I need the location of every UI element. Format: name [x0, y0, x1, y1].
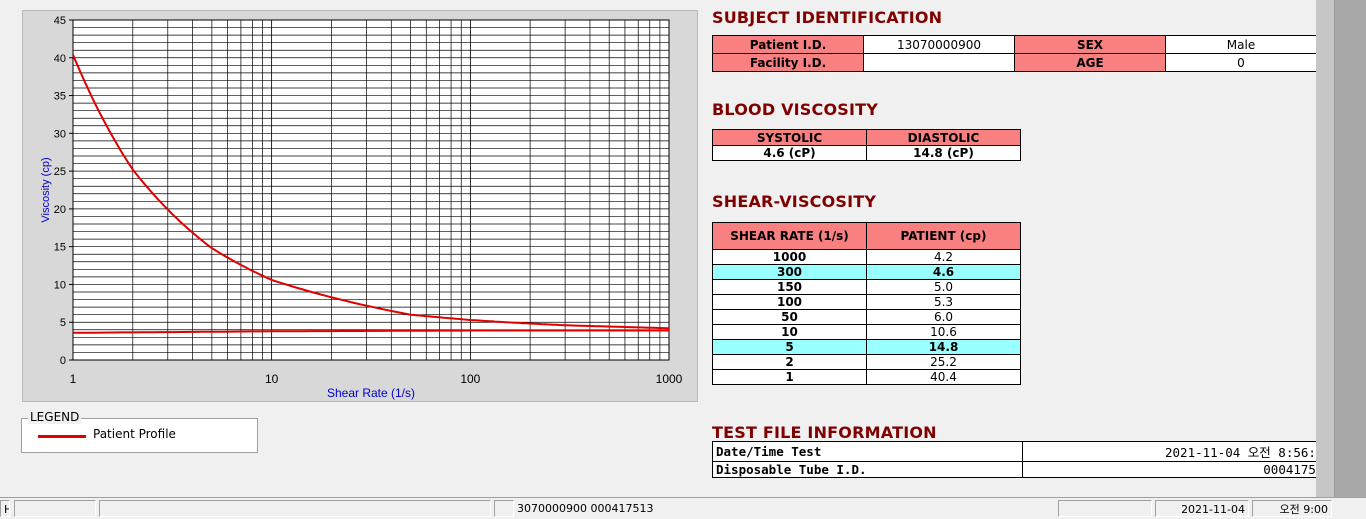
- patient-cell: 5.3: [866, 294, 1021, 310]
- series-line-0: [72, 54, 670, 330]
- status-panel-progress: [99, 500, 491, 517]
- test-file-table: Date/Time Test 2021-11-04 오전 8:56:00 Dis…: [712, 441, 1334, 478]
- table-row: 10 10.6: [712, 324, 1021, 340]
- status-panel-separator: [494, 500, 514, 517]
- patient-cell: 25.2: [866, 354, 1021, 370]
- y-tick-label: 40: [54, 53, 66, 65]
- x-tick-label: 100: [460, 372, 480, 386]
- x-axis-label: Shear Rate (1/s): [327, 386, 415, 400]
- table-row: 100 5.3: [712, 294, 1021, 310]
- patient-cell: 40.4: [866, 369, 1021, 385]
- age-label: AGE: [1014, 53, 1166, 72]
- facility-id-label: Facility I.D.: [712, 53, 864, 72]
- status-panel-1: H: [0, 500, 10, 517]
- x-tick-label: 1: [70, 372, 77, 386]
- patient-cell: 10.6: [866, 324, 1021, 340]
- test-file-information-title: TEST FILE INFORMATION: [712, 423, 937, 442]
- legend-swatch: [38, 435, 86, 438]
- plot-border: [72, 19, 670, 361]
- tube-id-label: Disposable Tube I.D.: [712, 461, 1023, 478]
- shear-viscosity-title: SHEAR-VISCOSITY: [712, 192, 877, 211]
- patient-header: PATIENT (cp): [866, 222, 1021, 250]
- y-tick-label: 5: [60, 317, 66, 329]
- y-tick-label: 25: [54, 166, 66, 178]
- shear-rate-cell: 150: [712, 279, 867, 295]
- subject-identification-title: SUBJECT IDENTIFICATION: [712, 8, 943, 27]
- series-line-1: [72, 329, 669, 334]
- shear-rate-cell: 100: [712, 294, 867, 310]
- date-time-value: 2021-11-04 오전 8:56:00: [1022, 441, 1334, 462]
- patient-cell: 14.8: [866, 339, 1021, 355]
- shear-rate-cell: 5: [712, 339, 867, 355]
- diastolic-label: DIASTOLIC: [866, 129, 1021, 146]
- shear-rate-cell: 50: [712, 309, 867, 325]
- y-tick-label: 15: [54, 242, 66, 254]
- y-tick-label: 30: [54, 128, 66, 140]
- sex-label: SEX: [1014, 35, 1166, 54]
- y-tick-label: 20: [54, 204, 66, 216]
- legend-label: Patient Profile: [93, 427, 176, 441]
- table-row: 2 25.2: [712, 354, 1021, 370]
- table-row: 300 4.6: [712, 264, 1021, 280]
- patient-cell: 4.6: [866, 264, 1021, 280]
- shear-rate-cell: 1000: [712, 249, 867, 265]
- legend-box: LEGEND Patient Profile: [21, 410, 258, 453]
- sex-value: Male: [1165, 35, 1317, 54]
- table-row: 5 14.8: [712, 339, 1021, 355]
- shear-viscosity-table: SHEAR RATE (1/s) PATIENT (cp) 1000 4.2 30…: [712, 222, 1021, 385]
- age-value: 0: [1165, 53, 1317, 72]
- facility-id-value: [863, 53, 1015, 72]
- patient-cell: 6.0: [866, 309, 1021, 325]
- status-patient-tube: 3070000900 000417513: [517, 502, 654, 515]
- systolic-value: 4.6 (cP): [712, 145, 867, 161]
- shear-rate-cell: 1: [712, 369, 867, 385]
- blood-viscosity-table: SYSTOLIC DIASTOLIC 4.6 (cP) 14.8 (cP): [712, 129, 1021, 161]
- x-tick-label: 10: [265, 372, 279, 386]
- status-time: 오전 9:00: [1252, 500, 1332, 517]
- patient-id-label: Patient I.D.: [712, 35, 864, 54]
- subject-table: Patient I.D. 13070000900 SEX Male Facili…: [712, 35, 1317, 72]
- y-tick-label: 0: [60, 355, 66, 367]
- date-time-label: Date/Time Test: [712, 441, 1023, 462]
- table-row: 150 5.0: [712, 279, 1021, 295]
- systolic-label: SYSTOLIC: [712, 129, 867, 146]
- plot-area: [73, 20, 669, 360]
- table-row: 1 40.4: [712, 369, 1021, 385]
- patient-cell: 5.0: [866, 279, 1021, 295]
- shear-rate-cell: 10: [712, 324, 867, 340]
- status-bar: H 3070000900 000417513 2021-11-04 오전 9:0…: [0, 497, 1366, 519]
- blood-viscosity-title: BLOOD VISCOSITY: [712, 100, 879, 119]
- y-tick-label: 10: [54, 279, 66, 291]
- diastolic-value: 14.8 (cP): [866, 145, 1021, 161]
- status-panel-4: [1058, 500, 1152, 517]
- shear-rate-header: SHEAR RATE (1/s): [712, 222, 867, 250]
- patient-cell: 4.2: [866, 249, 1021, 265]
- shear-rate-cell: 300: [712, 264, 867, 280]
- y-tick-label: 35: [54, 91, 66, 103]
- status-date: 2021-11-04: [1155, 500, 1249, 517]
- tube-id-value: 000417513: [1022, 461, 1334, 478]
- viscosity-chart-panel: 0 5 10 15 20 25 30 35 40 45 1 10 100 1000 Shear Rate (…: [22, 10, 698, 402]
- vertical-scrollbar[interactable]: [1316, 0, 1366, 497]
- legend-title: LEGEND: [28, 410, 82, 424]
- shear-rate-cell: 2: [712, 354, 867, 370]
- scrollbar-thumb[interactable]: [1316, 0, 1335, 497]
- viscosity-chart: 0 5 10 15 20 25 30 35 40 45 1 10 100 1000 Shear Rate (…: [40, 15, 683, 400]
- y-tick-label: 45: [54, 15, 66, 27]
- patient-id-value: 13070000900: [863, 35, 1015, 54]
- y-axis-label: Viscosity (cp): [40, 157, 52, 222]
- x-tick-label: 1000: [656, 372, 683, 386]
- table-row: 1000 4.2: [712, 249, 1021, 265]
- table-row: 50 6.0: [712, 309, 1021, 325]
- status-panel-2: [14, 500, 96, 517]
